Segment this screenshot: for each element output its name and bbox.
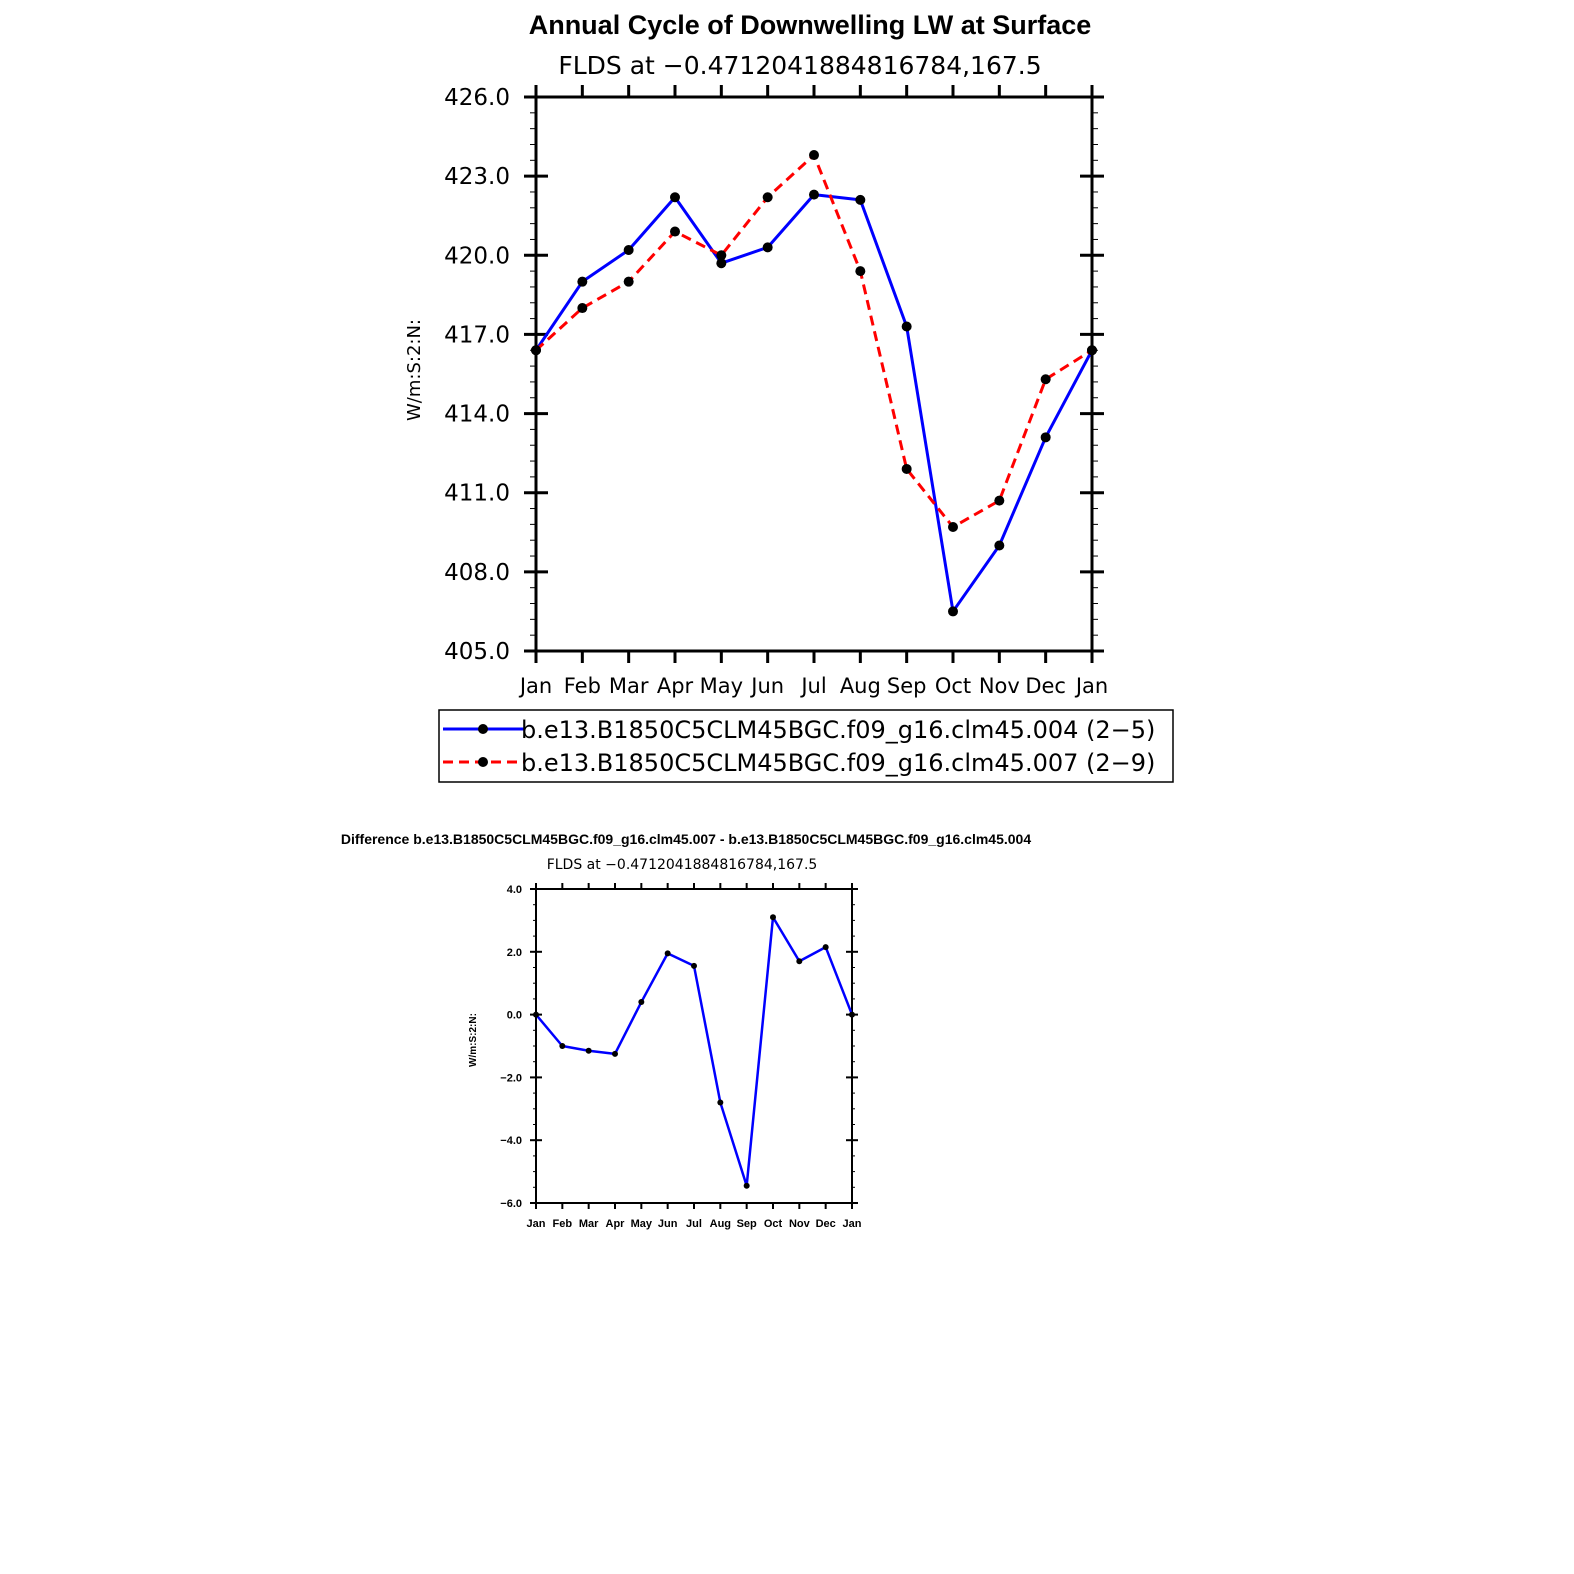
y-tick-label: −2.0 [500, 1072, 522, 1084]
x-tick-label: Jun [749, 674, 784, 698]
series-1-point [717, 1099, 724, 1106]
x-tick-label: Jan [518, 674, 552, 698]
plot-frame [535, 888, 853, 1204]
series-2-point [809, 150, 819, 161]
series-line-1 [535, 916, 854, 1187]
chart2-plot: Jan Feb Mar Apr May Jun Jul Aug Sep Oct Nov Dec Jan−… [500, 883, 862, 1230]
chart2-subtitle: FLDS at −0.4712041884816784,167.5 [547, 857, 818, 873]
y-tick-label: 411.0 [444, 481, 510, 507]
series-1-point [809, 189, 819, 200]
x-tick-label: Jun [658, 1218, 678, 1230]
chart2-ylabel: W/m:S:2:N: [468, 1013, 479, 1067]
series-1-point [612, 1050, 618, 1057]
series-1-point [849, 1011, 855, 1018]
series-1-point [670, 192, 680, 203]
series-1-point [716, 258, 727, 269]
x-tick-label: Nov [979, 674, 1020, 698]
x-tick-label: Sep [887, 674, 927, 698]
y-tick-label: 417.0 [444, 322, 510, 348]
series-1-point [822, 944, 829, 951]
series-1-point [577, 276, 588, 287]
series-1-point [638, 999, 645, 1006]
y-tick-label: 2.0 [507, 947, 522, 959]
series-2-point [1040, 374, 1051, 385]
series-2-point [994, 495, 1005, 506]
chart1-ylabel: W/m:S:2:N: [404, 319, 425, 421]
y-tick-label: 4.0 [507, 884, 522, 896]
series-2-point [901, 463, 912, 474]
x-tick-label: Feb [553, 1218, 573, 1230]
series-1-point [994, 540, 1005, 551]
series-1-point [691, 962, 697, 969]
x-tick-label: Jan [1074, 674, 1108, 698]
series-1-point [559, 1043, 566, 1049]
y-tick-label: −4.0 [500, 1135, 522, 1147]
series-1-point [623, 245, 634, 256]
x-tick-label: May [700, 674, 743, 698]
series-1-point [743, 1182, 750, 1189]
y-tick-label: −6.0 [500, 1198, 522, 1210]
x-tick-label: May [631, 1218, 653, 1230]
x-tick-label: Jul [686, 1218, 702, 1230]
series-1-point [770, 914, 776, 921]
x-tick-label: Dec [816, 1218, 836, 1230]
x-tick-label: Jul [799, 674, 826, 698]
x-tick-label: Apr [606, 1218, 626, 1230]
series-1-point [796, 958, 803, 965]
y-tick-label: 426.0 [444, 85, 510, 111]
legend-label-series-1: b.e13.B1850C5CLM45BGC.f09_g16.clm45.004 … [521, 716, 1155, 744]
legend-marker-series-2 [478, 757, 488, 767]
series-1-point [948, 606, 958, 617]
chart1-legend: b.e13.B1850C5CLM45BGC.f09_g16.clm45.004 … [438, 709, 1174, 783]
series-2-point [623, 276, 634, 287]
x-tick-label: Jan [527, 1218, 546, 1230]
legend-box [438, 709, 1174, 783]
series-1-point [585, 1047, 592, 1054]
x-tick-label: Dec [1025, 674, 1066, 698]
x-tick-label: Apr [657, 674, 694, 698]
x-tick-label: Oct [935, 674, 971, 698]
x-tick-label: Mar [579, 1218, 599, 1230]
series-2-point [948, 522, 958, 533]
x-tick-label: Aug [710, 1218, 731, 1230]
y-tick-label: 0.0 [507, 1010, 522, 1022]
x-tick-label: Mar [609, 674, 649, 698]
series-2-point [762, 192, 773, 203]
plot-frame [534, 95, 1094, 653]
y-tick-label: 423.0 [444, 164, 510, 190]
series-1-point [1040, 432, 1051, 443]
x-tick-label: Sep [737, 1218, 757, 1230]
series-2-point [1087, 345, 1097, 356]
x-tick-label: Oct [764, 1218, 783, 1230]
y-tick-label: 414.0 [444, 402, 510, 428]
series-line-2 [534, 153, 1093, 529]
series-1-point [762, 242, 773, 253]
chart2-title: Difference b.e13.B1850C5CLM45BGC.f09_g16… [341, 831, 1031, 847]
legend-marker-series-1 [478, 724, 488, 734]
series-2-point [855, 266, 866, 277]
y-tick-label: 405.0 [444, 639, 510, 665]
y-tick-label: 408.0 [444, 560, 510, 586]
series-2-point [531, 345, 541, 356]
series-2-point [577, 303, 588, 314]
series-1-point [533, 1011, 539, 1018]
series-1-point [664, 950, 671, 957]
x-tick-label: Aug [840, 674, 881, 698]
series-line-1 [534, 193, 1094, 613]
series-2-point [716, 250, 727, 261]
series-2-point [670, 226, 680, 237]
x-tick-label: Jan [843, 1218, 862, 1230]
series-1-point [901, 321, 912, 332]
series-1-point [855, 194, 866, 205]
chart1-plot: Jan Feb Mar Apr May Jun Jul Aug Sep Oct Nov Dec Jan 4… [444, 85, 1108, 698]
chart1-subtitle: FLDS at −0.4712041884816784,167.5 [558, 51, 1041, 80]
chart1-title: Annual Cycle of Downwelling LW at Surfac… [529, 10, 1092, 40]
x-tick-label: Feb [564, 674, 601, 698]
y-tick-label: 420.0 [444, 243, 510, 269]
x-tick-label: Nov [789, 1218, 811, 1230]
legend-label-series-2: b.e13.B1850C5CLM45BGC.f09_g16.clm45.007 … [521, 749, 1155, 777]
